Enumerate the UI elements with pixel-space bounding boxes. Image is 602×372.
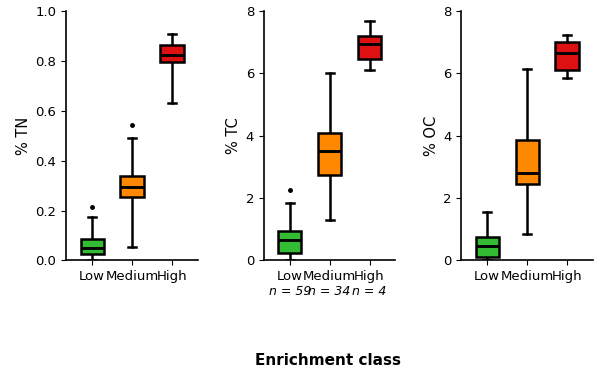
Text: Enrichment class: Enrichment class [255, 353, 401, 368]
Bar [120, 176, 144, 197]
Bar [556, 42, 579, 70]
Bar [476, 237, 499, 257]
Bar [278, 231, 301, 253]
Text: n = 59: n = 59 [268, 285, 311, 298]
Bar [318, 133, 341, 175]
Bar [358, 36, 381, 60]
Y-axis label: % TC: % TC [226, 118, 241, 154]
Text: n = 4: n = 4 [352, 285, 386, 298]
Bar [160, 45, 184, 62]
Y-axis label: % TN: % TN [16, 117, 31, 155]
Bar [515, 141, 539, 184]
Y-axis label: % OC: % OC [424, 116, 439, 156]
Bar [81, 239, 104, 254]
Text: n = 34: n = 34 [308, 285, 351, 298]
